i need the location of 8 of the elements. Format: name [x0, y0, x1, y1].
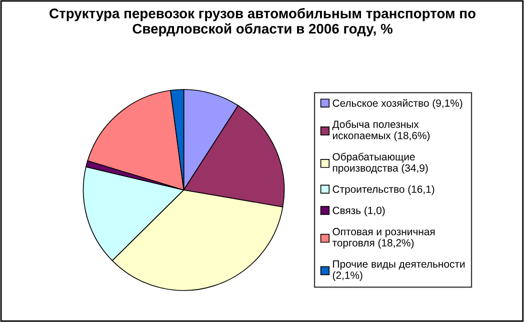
legend-label: Связь (1,0): [332, 206, 385, 216]
legend-label: Добыча полезных ископаемых (18,6%): [332, 120, 430, 142]
legend-label: Оптовая и розничная торговля (18,2%): [332, 228, 435, 249]
chart-title: Структура перевозок грузов автомобильным транспортом по Свердловской области в 2006 году, %: [50, 8, 476, 36]
legend-label: Обрабатыающие производства (34,9): [332, 152, 428, 174]
legend-label: Прочие виды деятельности (2,1%): [332, 260, 465, 281]
legend-label: Строительство (16,1): [332, 185, 434, 195]
legend-label: Сельское хозяйство (9,1%): [332, 98, 462, 109]
